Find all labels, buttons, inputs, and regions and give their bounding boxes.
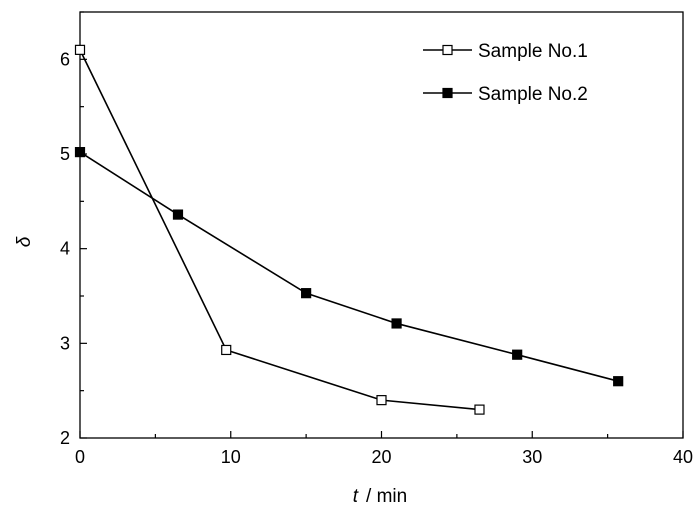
- x-tick-label: 10: [221, 447, 241, 467]
- x-axis-symbol: t: [353, 486, 359, 507]
- x-axis-ticks: 0 10 20 30 40: [75, 431, 693, 467]
- x-tick-label: 0: [75, 447, 85, 467]
- legend: Sample No.1 Sample No.2: [423, 41, 588, 105]
- y-tick-label: 5: [60, 144, 70, 164]
- y-tick-label: 6: [60, 49, 70, 69]
- legend-label: Sample No.1: [478, 41, 588, 62]
- y-axis-title: δ: [14, 236, 35, 247]
- legend-entry: Sample No.1: [423, 41, 588, 62]
- data-point: [391, 318, 402, 329]
- legend-marker: [442, 87, 453, 99]
- legend-marker: [442, 44, 453, 56]
- legend-entry: Sample No.2: [423, 84, 588, 105]
- series-line: [79, 151, 619, 382]
- x-tick-label: 30: [522, 447, 542, 467]
- data-point: [474, 404, 485, 415]
- y-tick-label: 4: [60, 239, 70, 259]
- x-axis-unit: / min: [366, 486, 407, 507]
- series-line: [79, 49, 480, 411]
- y-tick-label: 2: [60, 428, 70, 448]
- y-axis-ticks: 2 3 4 5 6: [60, 11, 87, 448]
- x-tick-label: 20: [371, 447, 391, 467]
- series-layer: [74, 44, 624, 415]
- series-1: [74, 44, 485, 415]
- y-tick-label: 3: [60, 333, 70, 353]
- x-tick-label: 40: [673, 447, 693, 467]
- data-point: [512, 349, 523, 360]
- data-point: [376, 395, 387, 406]
- data-point: [221, 344, 232, 356]
- series-2: [74, 147, 624, 387]
- data-point: [172, 209, 184, 220]
- legend-label: Sample No.2: [478, 84, 588, 105]
- x-axis-title: t / min: [353, 486, 407, 507]
- data-point: [301, 288, 312, 299]
- data-point: [74, 147, 86, 158]
- data-point: [613, 376, 624, 387]
- data-point: [74, 44, 86, 55]
